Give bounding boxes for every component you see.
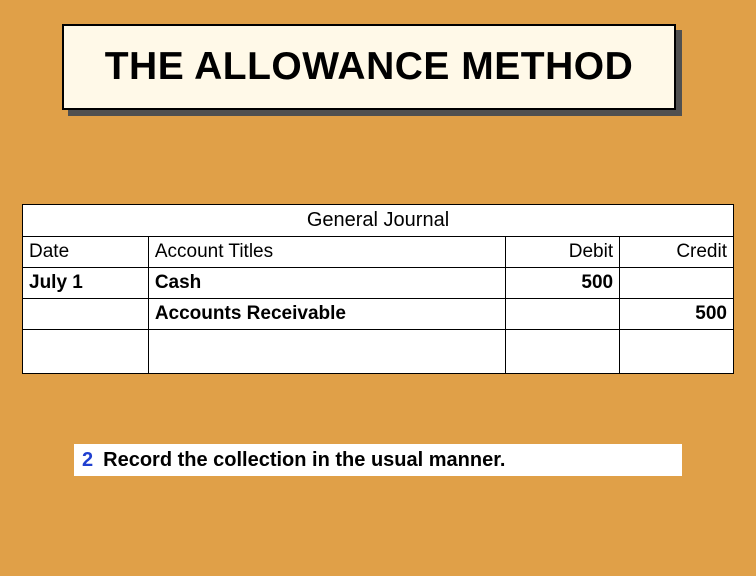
col-header-debit: Debit <box>506 237 620 268</box>
entry-date-blank <box>23 299 149 330</box>
entry-debit-blank <box>506 299 620 330</box>
journal-entry-row-2: Accounts Receivable 500 <box>23 299 734 330</box>
col-header-title: Account Titles <box>148 237 505 268</box>
entry-account-credit: Accounts Receivable <box>148 299 505 330</box>
entry-date: July 1 <box>23 268 149 299</box>
page-title: THE ALLOWANCE METHOD <box>105 45 634 89</box>
title-box: THE ALLOWANCE METHOD <box>62 24 676 110</box>
journal-header: General Journal <box>23 205 734 237</box>
col-header-date: Date <box>23 237 149 268</box>
entry-account-debit: Cash <box>148 268 505 299</box>
entry-debit-amount: 500 <box>506 268 620 299</box>
instruction-text: Record the collection in the usual manne… <box>103 449 505 472</box>
journal-spacer-row <box>23 330 734 374</box>
entry-credit-blank <box>620 268 734 299</box>
entry-credit-amount: 500 <box>620 299 734 330</box>
col-header-credit: Credit <box>620 237 734 268</box>
instruction-box: 2 Record the collection in the usual man… <box>74 444 682 476</box>
journal-entry-row-1: July 1 Cash 500 <box>23 268 734 299</box>
general-journal-table: General Journal Date Account Titles Debi… <box>22 204 734 374</box>
instruction-number: 2 <box>82 449 93 472</box>
